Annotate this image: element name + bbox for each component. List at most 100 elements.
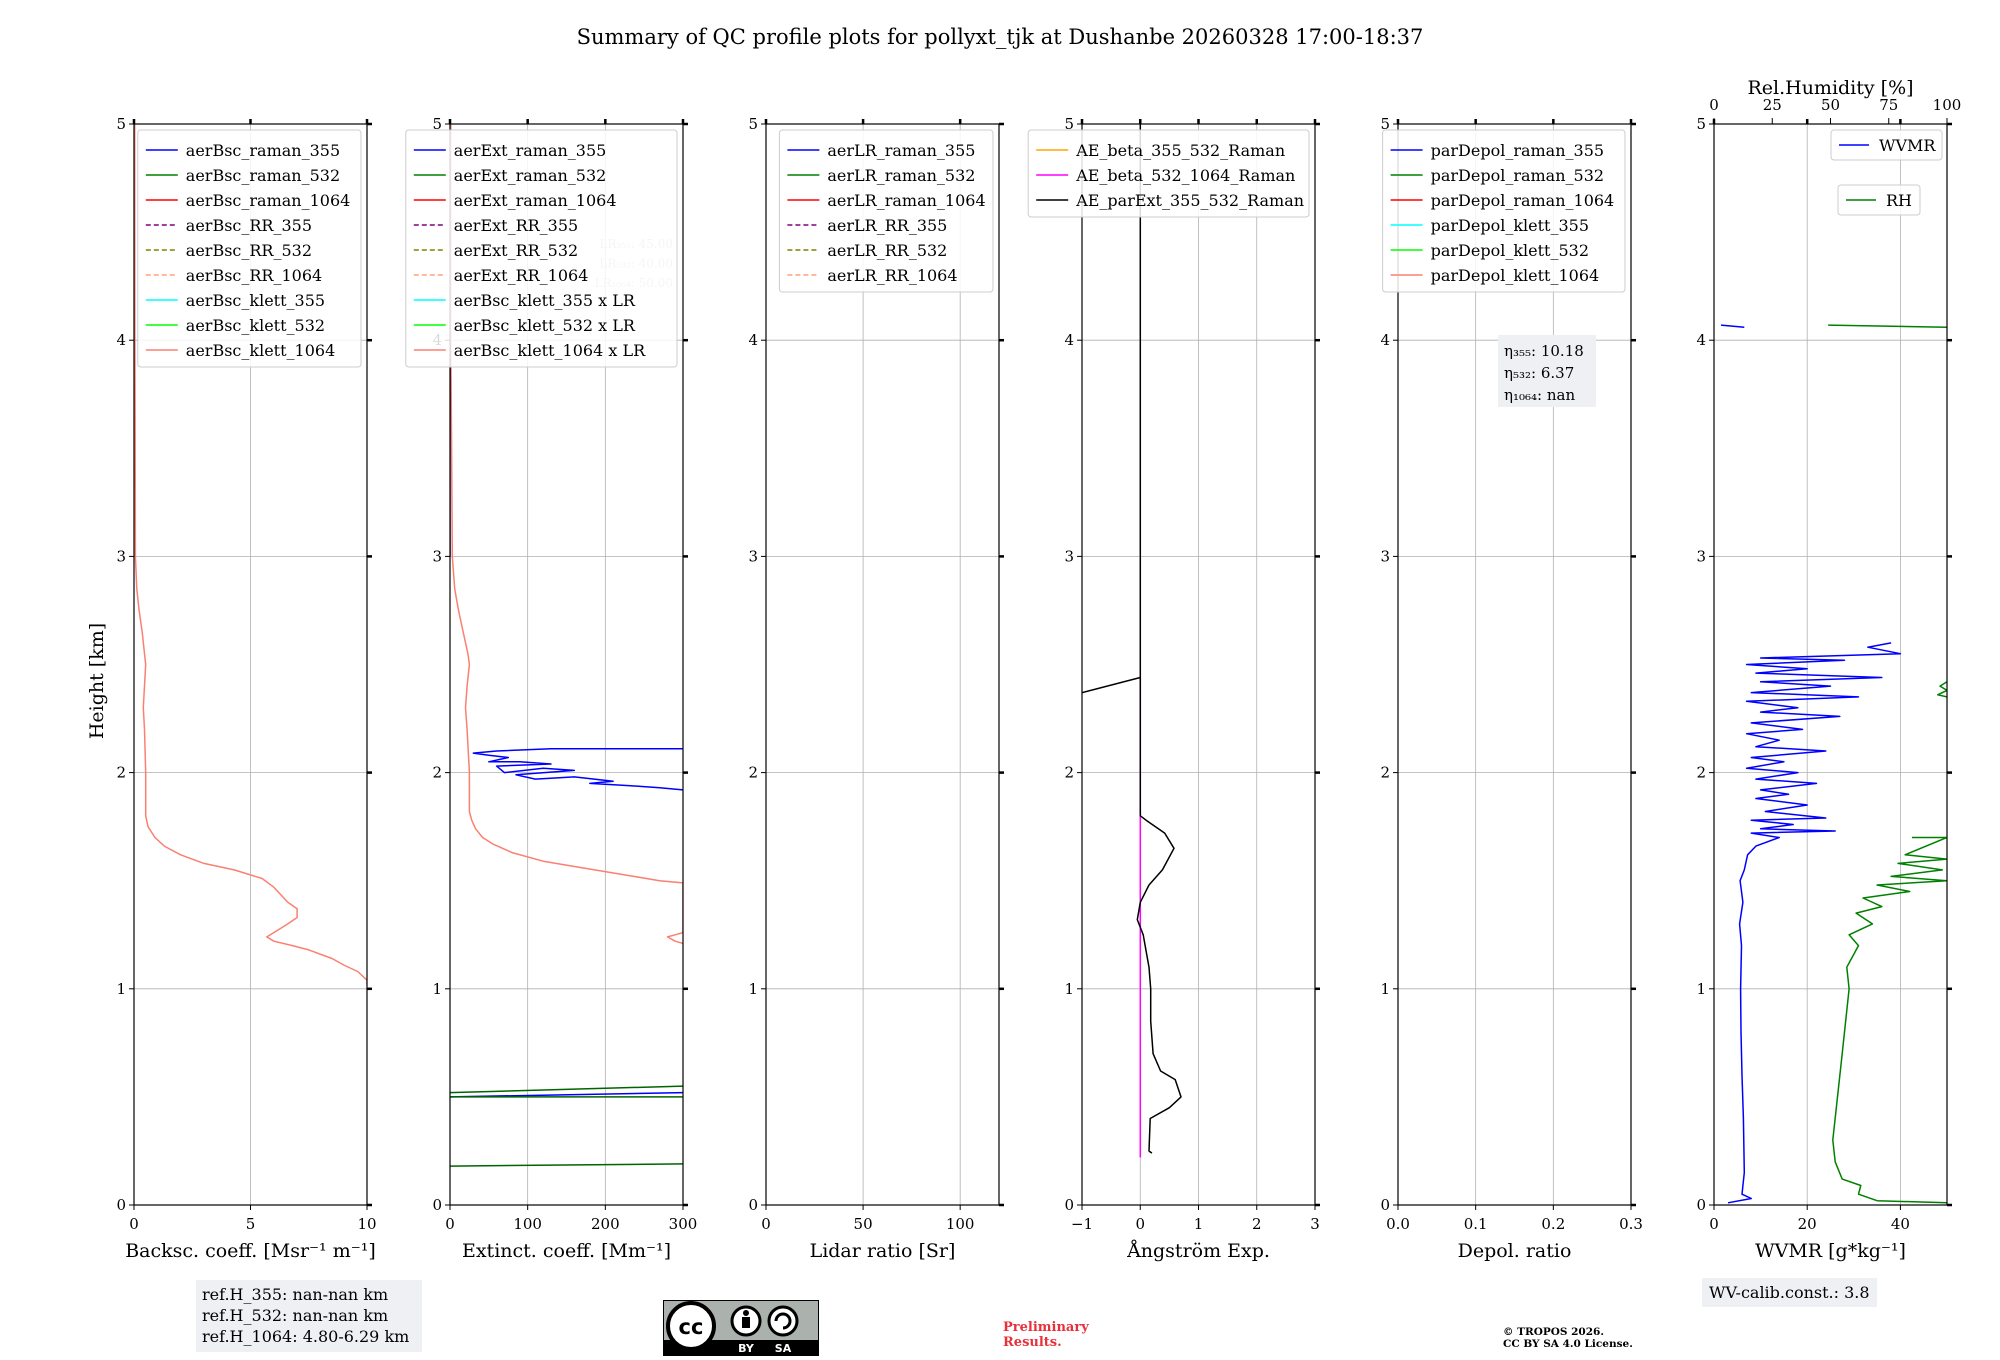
axes-frame — [449, 123, 684, 1206]
x2-tick-label: 25 — [1763, 96, 1782, 114]
x-tick-label: 0 — [445, 1215, 455, 1233]
legend: aerLR_raman_355 aerLR_raman_532 aerLR_rama… — [778, 129, 994, 293]
y-tick-label: 3 — [432, 547, 442, 565]
attribution-head — [743, 1310, 749, 1316]
series-rh-top — [1828, 324, 1947, 328]
preliminary-note: Preliminary Results. — [1003, 1320, 1089, 1350]
legend-label: aerLR_RR_355 — [827, 216, 947, 235]
axes-frame — [1397, 123, 1632, 1206]
legend-frame — [1382, 129, 1626, 293]
y-tick-label: 0 — [116, 1196, 126, 1214]
legend-label: aerLR_raman_1064 — [827, 191, 985, 210]
eta-background — [1498, 335, 1596, 407]
x-tick-label: 0 — [129, 1215, 139, 1233]
x-tick-label: 0 — [1135, 1215, 1145, 1233]
x-tick-label: 1 — [1194, 1215, 1204, 1233]
y-tick-label: 1 — [1380, 980, 1390, 998]
legend-label: AE_beta_355_532_Raman — [1075, 141, 1285, 160]
legend-label: aerBsc_klett_532 x LR — [454, 316, 636, 335]
y-tick-label: 0 — [432, 1196, 442, 1214]
eta-value: η₃₅₅: 10.18 — [1504, 342, 1584, 360]
eta-box: η₃₅₅: 10.18 η₅₃₂: 6.37 η₁₀₆₄: nan — [1498, 335, 1596, 407]
y-tick-label: 0 — [1064, 1196, 1074, 1214]
ref-height-532: ref.H_532: nan-nan km — [202, 1306, 389, 1325]
legend-label: aerBsc_klett_1064 x LR — [454, 341, 646, 360]
series-group — [134, 124, 367, 985]
series-rh-upper — [1936, 681, 1947, 698]
y-tick-label: 5 — [1696, 115, 1706, 133]
y-tick-label: 1 — [432, 980, 442, 998]
x-tick-label: 20 — [1798, 1215, 1817, 1233]
y-tick-label: 2 — [748, 764, 758, 782]
y-tick-label: 1 — [748, 980, 758, 998]
y-tick-label: 3 — [116, 547, 126, 565]
y-tick-label: 1 — [116, 980, 126, 998]
x2-tick-label: 0 — [1709, 96, 1719, 114]
legend-label: aerExt_raman_355 — [454, 141, 607, 160]
x-axis-label: WVMR [g*kg⁻¹] — [1755, 1240, 1906, 1262]
y-tick-label: 3 — [1380, 547, 1390, 565]
copyright-line-2: CC BY SA 4.0 License. — [1503, 1338, 1633, 1350]
x2-tick-label: 50 — [1821, 96, 1840, 114]
x-tick-label: 50 — [854, 1215, 873, 1233]
y-tick-label: 0 — [1380, 1196, 1390, 1214]
legend-frame — [1027, 129, 1310, 218]
x-tick-label: 0.3 — [1619, 1215, 1643, 1233]
y-tick-label: 5 — [748, 115, 758, 133]
copyright-line-1: © TROPOS 2026. — [1503, 1326, 1605, 1338]
x-tick-label: 0 — [1709, 1215, 1719, 1233]
legend-frame — [137, 129, 362, 368]
x-tick-label: 200 — [591, 1215, 620, 1233]
y-tick-label: 2 — [1064, 764, 1074, 782]
legend-label: aerBsc_klett_355 x LR — [454, 291, 636, 310]
x-tick-label: 0.2 — [1541, 1215, 1565, 1233]
y-tick-label: 0 — [1696, 1196, 1706, 1214]
series-ae-parext-355-532-raman — [1082, 676, 1182, 1154]
axes-frame — [765, 123, 1000, 1206]
series-rh — [1832, 836, 1947, 1204]
series-aerext-raman-532 — [450, 1085, 683, 1094]
y-tick-label: 3 — [748, 547, 758, 565]
legend-label: aerExt_RR_355 — [454, 216, 578, 235]
x-tick-label: 0 — [761, 1215, 771, 1233]
share-alike-arrow — [774, 1312, 792, 1330]
panel-backscatter: 0 1 2 3 4 5 0 5 10 Backsc. coeff. [Msr⁻¹ m⁻¹] aerB… — [116, 115, 376, 1262]
ref-height-1064: ref.H_1064: 4.80-6.29 km — [202, 1327, 410, 1346]
y-axis-label: Height [km] — [86, 623, 108, 739]
share-alike-icon — [767, 1305, 799, 1337]
series-wvmr — [1727, 642, 1902, 1204]
x-tick-label: 0.0 — [1386, 1215, 1410, 1233]
x-tick-label: 10 — [357, 1215, 376, 1233]
legend-label: aerBsc_raman_1064 — [186, 191, 351, 210]
legend-label: parDepol_raman_532 — [1431, 166, 1604, 185]
legend-label: aerBsc_klett_355 — [186, 291, 325, 310]
x-axis-label: Ångström Exp. — [1126, 1240, 1270, 1262]
y-tick-label: 2 — [116, 764, 126, 782]
legend-label: AE_beta_532_1064_Raman — [1075, 166, 1295, 185]
figure-title: Summary of QC profile plots for pollyxt_… — [577, 25, 1424, 49]
legend-label: WVMR — [1879, 136, 1936, 155]
x2-tick-label: 100 — [1933, 96, 1962, 114]
legend-label: parDepol_raman_1064 — [1431, 191, 1615, 210]
series-aerext-raman-532-c — [450, 1163, 683, 1167]
preliminary-line-1: Preliminary — [1003, 1320, 1089, 1335]
series-aerbsc-klett-1064 — [134, 124, 367, 985]
legend: aerBsc_raman_355 aerBsc_raman_532 aerBsc_r… — [137, 129, 362, 368]
x-tick-label: 0.1 — [1464, 1215, 1488, 1233]
legend-label: aerExt_raman_532 — [454, 166, 607, 185]
legend-label: aerBsc_klett_1064 — [186, 341, 335, 360]
y-tick-label: 5 — [1380, 115, 1390, 133]
x2-tick-label: 75 — [1879, 96, 1898, 114]
y-tick-label: 0 — [748, 1196, 758, 1214]
legend-label: aerExt_raman_1064 — [454, 191, 617, 210]
legend-frame — [1830, 129, 1943, 161]
legend-label: aerBsc_RR_1064 — [186, 266, 322, 285]
legend-rh: RH — [1837, 184, 1921, 216]
legend-label: parDepol_klett_355 — [1431, 216, 1589, 235]
legend: parDepol_raman_355 parDepol_raman_532 parD… — [1382, 129, 1626, 293]
legend-label: AE_parExt_355_532_Raman — [1075, 191, 1304, 210]
x2-axis-label: Rel.Humidity [%] — [1747, 77, 1913, 99]
